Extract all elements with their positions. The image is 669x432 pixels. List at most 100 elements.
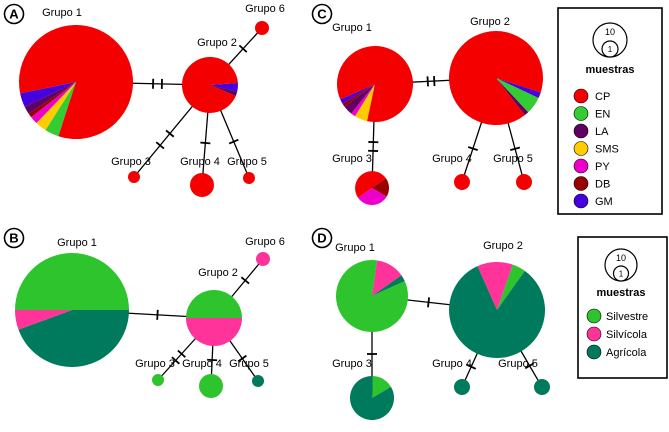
legend-label-Silvícola: Silvícola — [606, 329, 648, 341]
pie-slice-Silvestre — [497, 264, 525, 310]
panel-letter-D: D — [311, 227, 333, 249]
pie-slice-Silvícola — [372, 260, 402, 296]
legend-label-EN: EN — [595, 109, 610, 121]
pie-node-D-g5 — [534, 379, 550, 395]
pie-slice-SMS — [354, 84, 375, 122]
pie-slice-PY — [351, 84, 375, 117]
pie-node-C-g3 — [355, 171, 389, 205]
pie-node-B-g6 — [256, 252, 270, 266]
mutation-tick — [237, 354, 247, 363]
mutation-tick — [156, 309, 159, 320]
legend-label-PY: PY — [595, 161, 610, 173]
pie-slice-CP — [255, 21, 269, 35]
mutation-tick — [155, 141, 165, 150]
pie-slice-GM — [210, 83, 238, 92]
pie-slice-CP — [337, 46, 414, 123]
panel-letter-A: A — [3, 3, 25, 25]
mutation-tick — [467, 146, 478, 151]
node-label-A-g3: Grupo 3 — [111, 156, 151, 168]
pie-node-D-g4 — [454, 379, 470, 395]
pie-slice-CP — [448, 31, 543, 126]
pie-node-A-g2 — [181, 56, 238, 113]
pie-node-B-g1 — [15, 253, 130, 368]
pie-slice-CP — [243, 172, 255, 184]
node-label-D-g4: Grupo 4 — [432, 358, 472, 370]
pie-node-C-g1 — [337, 46, 414, 123]
pie-node-D-g2 — [449, 261, 546, 358]
node-label-C-g4: Grupo 4 — [432, 153, 472, 165]
size-legend-caption: muestras — [597, 287, 646, 299]
panel-letter-text: D — [317, 231, 326, 246]
legend-label-CP: CP — [595, 91, 610, 103]
mutation-tick — [240, 276, 250, 285]
legend-swatch-CP — [573, 88, 589, 104]
panel-C: Grupo 1 Grupo 2 Grupo 3 Grupo 4 Grupo 5 C — [311, 3, 543, 205]
node-label-B-g2: Grupo 2 — [198, 267, 238, 279]
mutation-tick — [238, 44, 248, 53]
pie-slice-Agrícola — [18, 310, 130, 368]
pie-slice-LA — [210, 85, 238, 96]
legend-swatch-EN — [573, 106, 589, 121]
size-legend-caption: muestras — [586, 64, 635, 76]
panel-D: Grupo 1 Grupo 2 Grupo 3 Grupo 4 Grupo 5 D — [311, 227, 550, 420]
legend-swatch-DB — [573, 176, 589, 191]
node-label-D-g3: Grupo 3 — [332, 358, 372, 370]
panel-letter-circle — [3, 3, 25, 25]
mutation-tick — [165, 129, 175, 138]
panel-letter-circle — [311, 3, 333, 25]
pie-slice-SMS — [36, 82, 76, 131]
node-label-B-g4: Grupo 4 — [182, 358, 222, 370]
pie-node-C-g5 — [516, 174, 532, 190]
size-legend-big-value: 10 — [616, 253, 626, 263]
pie-slice-Agrícola — [350, 375, 395, 420]
pie-node-A-g6 — [255, 21, 269, 35]
node-label-A-g4: Grupo 4 — [180, 156, 220, 168]
legend-swatch-GM — [573, 193, 589, 209]
pie-slice-CP — [355, 171, 386, 198]
legend-label-LA: LA — [595, 126, 609, 138]
node-label-C-g5: Grupo 5 — [493, 153, 533, 165]
pie-slice-Agrícola — [449, 266, 546, 358]
pie-slice-GM — [496, 78, 541, 99]
legend-swatch-Silvestre — [586, 308, 602, 324]
mutation-tick — [177, 349, 186, 358]
node-label-B-g1: Grupo 1 — [57, 237, 97, 249]
legend-swatch-PY — [573, 158, 589, 174]
pie-node-A-g3 — [128, 171, 140, 183]
pie-slice-GM — [340, 84, 375, 104]
pie-slice-Agrícola — [252, 375, 264, 387]
pie-node-D-g1 — [335, 259, 408, 332]
panel-letter-circle — [3, 227, 25, 249]
pie-slice-Silvícola — [186, 318, 242, 346]
node-label-B-g3: Grupo 3 — [135, 358, 175, 370]
pie-slice-Silvestre — [15, 253, 129, 310]
pie-slice-Silvestre — [186, 290, 242, 318]
node-label-D-g2: Grupo 2 — [483, 240, 523, 252]
pie-slice-Silvestre — [372, 376, 391, 398]
size-legend-small-value: 1 — [619, 270, 624, 279]
pie-slice-CP — [516, 174, 532, 190]
panel-letter-C: C — [311, 3, 333, 25]
pie-slice-PY — [358, 188, 387, 205]
pie-slice-CP — [454, 174, 470, 190]
pie-slice-Silvestre — [152, 374, 164, 386]
legend-label-Silvestre: Silvestre — [606, 311, 648, 323]
legend-swatch-Silvícola — [586, 326, 602, 342]
mutation-tick — [171, 356, 180, 365]
legend-poblaciones: 10 1 muestras CP EN LA SMS PY DB GM — [557, 7, 663, 215]
panel-letter-circle — [311, 227, 333, 249]
pie-node-B-g2 — [186, 290, 242, 346]
pie-slice-GM — [20, 82, 76, 107]
node-label-C-g2: Grupo 2 — [470, 16, 510, 28]
pie-node-B-g5 — [252, 375, 264, 387]
legend-swatch-SMS — [573, 141, 589, 156]
pie-slice-EN — [45, 82, 76, 137]
pie-slice-Agrícola — [372, 275, 405, 296]
pie-node-A-g1 — [19, 24, 134, 139]
pie-slice-Silvestre — [335, 259, 408, 332]
panel-letter-text: C — [317, 7, 327, 22]
pie-node-A-g4 — [190, 173, 214, 197]
pie-node-C-g4 — [454, 174, 470, 190]
